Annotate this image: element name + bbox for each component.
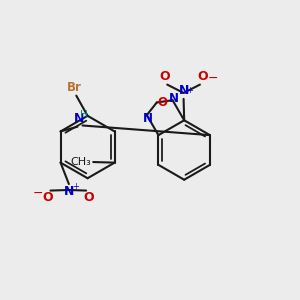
Text: +: + — [186, 86, 193, 95]
Text: +: + — [72, 182, 79, 191]
Text: −: − — [33, 187, 43, 200]
Text: O: O — [83, 191, 94, 204]
Text: CH₃: CH₃ — [71, 157, 92, 167]
Text: O: O — [43, 191, 53, 204]
Text: H: H — [80, 110, 88, 119]
Text: Br: Br — [67, 81, 81, 94]
Text: O: O — [160, 70, 170, 83]
Text: N: N — [169, 92, 179, 105]
Text: N: N — [74, 112, 84, 125]
Text: N: N — [64, 184, 75, 198]
Text: O: O — [197, 70, 208, 83]
Text: N: N — [143, 112, 153, 125]
Text: −: − — [208, 72, 218, 85]
Text: O: O — [157, 96, 167, 109]
Text: N: N — [178, 84, 189, 98]
